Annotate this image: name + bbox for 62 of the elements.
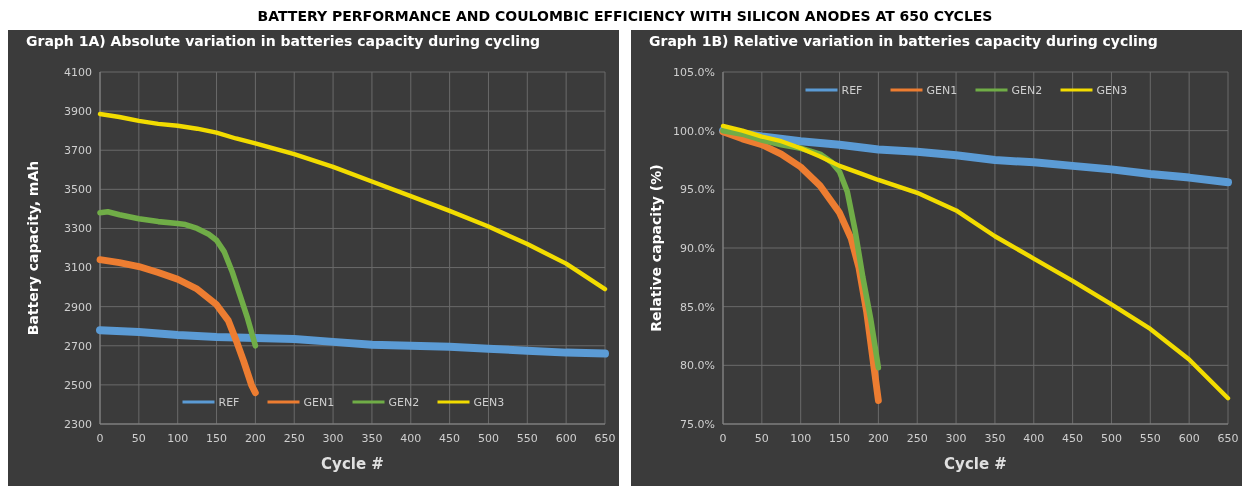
x-tick-label: 550: [516, 432, 538, 445]
y-tick-label: 4100: [64, 65, 92, 79]
y-tick-label: 3100: [64, 261, 92, 275]
x-tick-label: 200: [867, 432, 889, 445]
y-tick-label: 90.0%: [680, 241, 715, 255]
x-tick-label: 500: [1100, 432, 1122, 445]
y-axis-title: Battery capacity, mAh: [25, 160, 41, 336]
y-tick-label: 2300: [64, 417, 92, 431]
x-tick-label: 0: [96, 432, 104, 445]
x-tick-label: 100: [790, 432, 812, 445]
x-tick-label: 400: [400, 432, 422, 445]
y-tick-label: 95.0%: [680, 183, 715, 197]
x-tick-label: 650: [594, 432, 616, 445]
x-tick-label: 600: [555, 432, 577, 445]
legend-label: GEN2: [388, 395, 420, 409]
x-tick-label: 550: [1139, 432, 1161, 445]
y-tick-label: 3700: [64, 144, 92, 158]
y-axis-title: Relative capacity (%): [648, 164, 664, 332]
line-series: [720, 123, 1231, 401]
line-series: [97, 111, 608, 292]
x-tick-label: 600: [1178, 432, 1200, 445]
text: BATTERY PERFORMANCE AND COULOMBIC EFFICIENCY WITH SILICON ANODES AT 650 CYCLES: [257, 8, 993, 24]
x-tick-label: 350: [984, 432, 1006, 445]
legend-label: REF: [218, 395, 240, 409]
x-tick-label: 450: [1062, 432, 1084, 445]
x-tick-label: 50: [131, 432, 146, 445]
y-tick-label: 75.0%: [680, 417, 715, 431]
y-tick-label: 80.0%: [680, 359, 715, 373]
x-axis-title: Cycle #: [944, 455, 1007, 473]
x-tick-label: 300: [945, 432, 967, 445]
y-tick-label: 3900: [64, 104, 92, 118]
x-tick-label: 400: [1023, 432, 1045, 445]
chart-title: Graph 1B) Relative variation in batteries capacity during cycling: [649, 33, 1158, 49]
y-tick-label: 2900: [64, 300, 92, 314]
chart-title: Graph 1A) Absolute variation in batteries capacity during cycling: [26, 33, 541, 49]
y-tick-label: 100.0%: [673, 124, 715, 138]
x-tick-label: 150: [206, 432, 228, 445]
legend-label: GEN1: [926, 83, 958, 97]
x-axis-title: Cycle #: [321, 455, 384, 473]
legend-label: GEN3: [1096, 83, 1128, 97]
x-tick-label: 150: [829, 432, 851, 445]
y-tick-label: 3300: [64, 222, 92, 236]
x-tick-label: 100: [167, 432, 189, 445]
x-tick-label: 250: [283, 432, 305, 445]
y-tick-label: 2500: [64, 378, 92, 392]
x-tick-label: 350: [361, 432, 383, 445]
legend-label: REF: [841, 83, 863, 97]
x-tick-label: 300: [322, 432, 344, 445]
x-tick-label: 450: [439, 432, 461, 445]
legend-label: GEN2: [1011, 83, 1043, 97]
x-tick-label: 0: [719, 432, 727, 445]
x-tick-label: 250: [906, 432, 928, 445]
x-tick-label: 500: [477, 432, 499, 445]
legend-label: GEN1: [303, 395, 335, 409]
y-tick-label: 85.0%: [680, 300, 715, 314]
y-tick-label: 105.0%: [673, 65, 715, 79]
x-tick-label: 50: [754, 432, 769, 445]
y-tick-label: 2700: [64, 339, 92, 353]
y-tick-label: 3500: [64, 183, 92, 197]
x-tick-label: 200: [244, 432, 266, 445]
legend-label: GEN3: [473, 395, 505, 409]
x-tick-label: 650: [1217, 432, 1239, 445]
